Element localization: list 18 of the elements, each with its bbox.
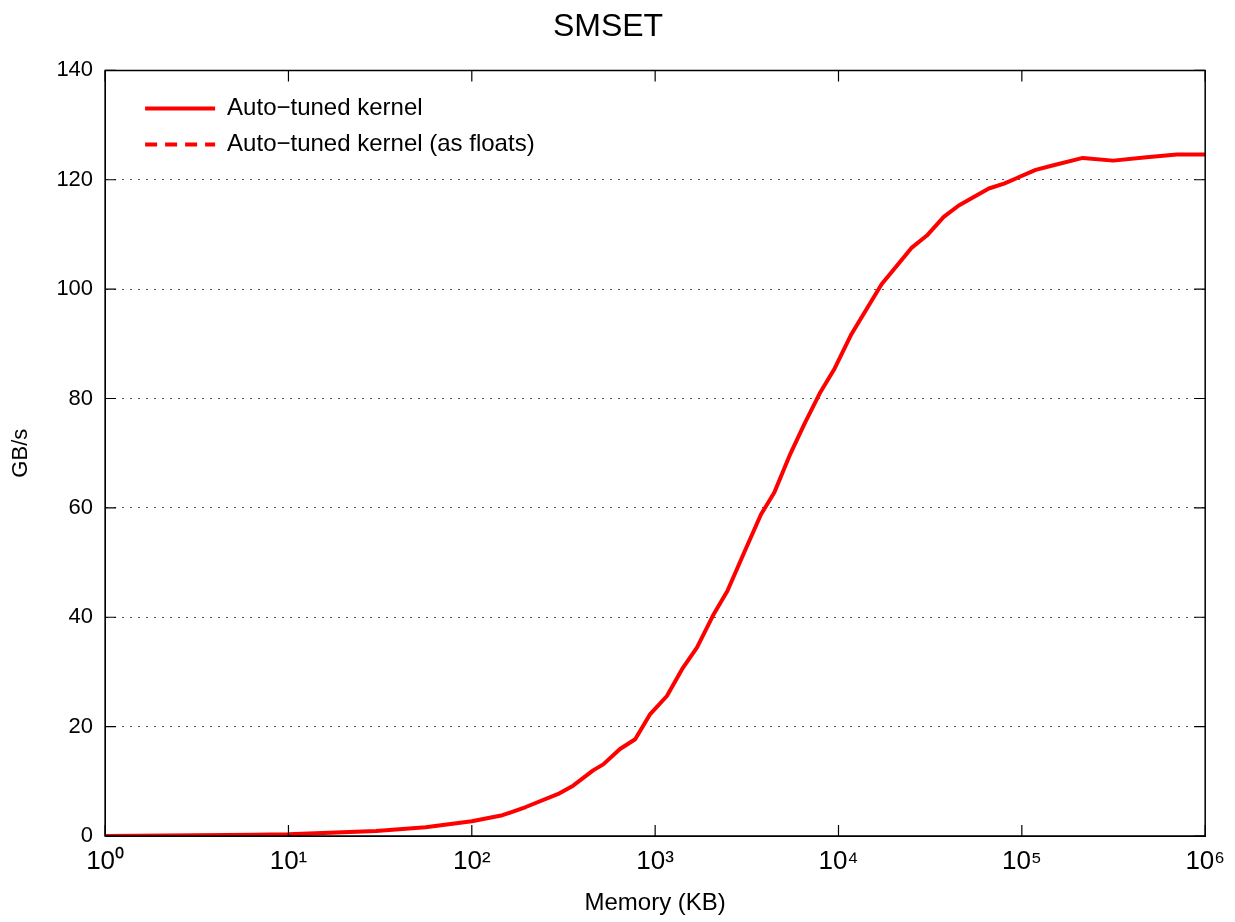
y-tick-label: 20 bbox=[68, 712, 94, 738]
y-tick-label: 40 bbox=[68, 603, 94, 629]
y-tick-label: 100 bbox=[56, 275, 94, 301]
chart-title: SMSET bbox=[552, 7, 664, 44]
y-tick-label: 120 bbox=[56, 165, 94, 191]
y-axis-title: GB/s bbox=[7, 428, 33, 478]
y-tick-label: 80 bbox=[68, 384, 94, 410]
x-tick-label: 10⁴ bbox=[818, 844, 859, 875]
legend-label: Auto−tuned kernel (as floats) bbox=[227, 129, 535, 157]
x-tick-label: 10³ bbox=[636, 844, 675, 875]
x-tick-label: 10¹ bbox=[269, 844, 308, 875]
x-tick-label: 10² bbox=[453, 844, 491, 875]
legend-label: Auto−tuned kernel bbox=[227, 93, 423, 121]
x-axis-title: Memory (KB) bbox=[584, 888, 726, 916]
y-tick-label: 60 bbox=[68, 493, 94, 519]
x-tick-label: 10⁶ bbox=[1185, 844, 1225, 875]
x-tick-label: 10⁵ bbox=[1001, 844, 1042, 875]
y-tick-label: 140 bbox=[56, 56, 94, 82]
